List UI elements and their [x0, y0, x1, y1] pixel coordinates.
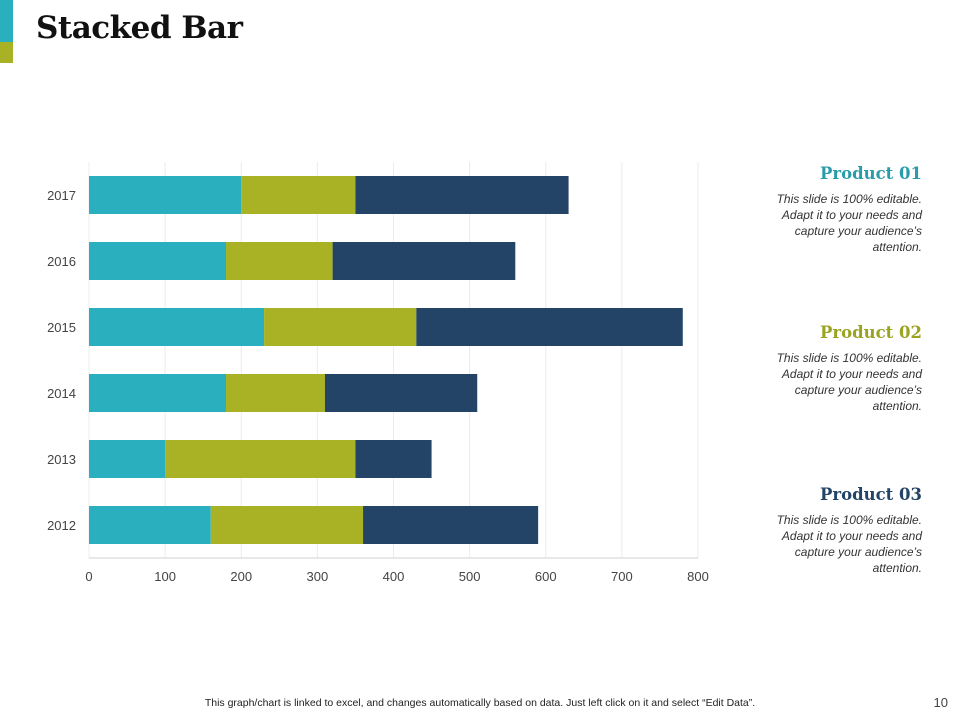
legend-product-02: Product 02 This slide is 100% editable. …	[760, 323, 922, 414]
bar-2015-series-3	[416, 308, 683, 346]
bar-2017-series-1	[89, 176, 242, 214]
bar-2016-series-3	[332, 242, 516, 280]
bar-2012-series-1	[89, 506, 211, 544]
x-tick-label-600: 600	[535, 569, 557, 584]
bar-2013-series-1	[89, 440, 166, 478]
legend-product-03: Product 03 This slide is 100% editable. …	[760, 485, 922, 576]
bar-2012-series-3	[363, 506, 539, 544]
bar-2014-series-1	[89, 374, 227, 412]
bar-2012-series-2	[210, 506, 364, 544]
bar-2013-series-3	[355, 440, 432, 478]
legend-title-product-02: Product 02	[819, 323, 922, 342]
legend-title-product-03: Product 03	[819, 485, 922, 504]
y-tick-label-2013: 2013	[47, 452, 76, 467]
x-tick-label-400: 400	[383, 569, 405, 584]
bar-2013-series-2	[165, 440, 356, 478]
bar-2014-series-3	[324, 374, 478, 412]
x-tick-label-100: 100	[154, 569, 176, 584]
x-tick-label-200: 200	[230, 569, 252, 584]
x-tick-label-0: 0	[85, 569, 92, 584]
accent-bar-bottom	[0, 42, 13, 63]
y-tick-label-2016: 2016	[47, 254, 76, 269]
bar-2016-series-2	[226, 242, 333, 280]
x-tick-label-800: 800	[687, 569, 709, 584]
bar-2015-series-2	[264, 308, 417, 346]
legend-desc-product-02: This slide is 100% editable. Adapt it to…	[776, 351, 922, 413]
y-tick-label-2015: 2015	[47, 320, 76, 335]
y-tick-label-2017: 2017	[47, 188, 76, 203]
x-tick-label-300: 300	[307, 569, 329, 584]
x-tick-label-700: 700	[611, 569, 633, 584]
y-tick-label-2012: 2012	[47, 518, 76, 533]
slide-title: Stacked Bar	[36, 10, 243, 46]
footer-note: This graph/chart is linked to excel, and…	[204, 697, 756, 709]
legend-desc-product-03: This slide is 100% editable. Adapt it to…	[776, 513, 922, 575]
page-number: 10	[933, 695, 948, 710]
bar-2017-series-2	[241, 176, 356, 214]
legend-product-01: Product 01 This slide is 100% editable. …	[760, 164, 922, 255]
legend-title-product-01: Product 01	[819, 164, 922, 183]
bar-2014-series-2	[226, 374, 325, 412]
legend-desc-product-01: This slide is 100% editable. Adapt it to…	[776, 192, 922, 254]
x-tick-label-500: 500	[459, 569, 481, 584]
accent-bar-top	[0, 0, 13, 42]
y-tick-label-2014: 2014	[47, 386, 76, 401]
bar-2016-series-1	[89, 242, 227, 280]
bar-2017-series-3	[355, 176, 569, 214]
bar-2015-series-1	[89, 308, 265, 346]
